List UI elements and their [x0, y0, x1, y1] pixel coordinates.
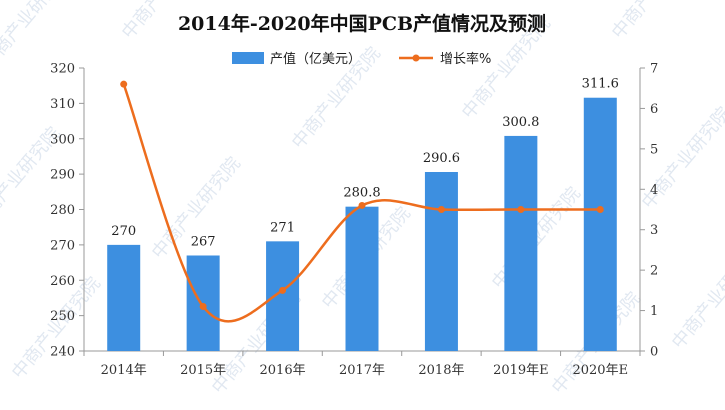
y-left-tick-label: 290	[50, 168, 75, 183]
legend-line-marker	[412, 54, 420, 62]
growth-rate-point	[437, 206, 445, 213]
bar	[266, 241, 300, 351]
bar-value-label: 271	[270, 220, 295, 235]
y-left-tick-label: 270	[50, 238, 75, 253]
y-left-tick-label: 280	[50, 203, 75, 218]
bar-value-label: 311.6	[582, 77, 619, 92]
bar-value-label: 270	[111, 224, 136, 239]
bar	[583, 97, 617, 351]
x-tick-label: 2016年	[260, 363, 306, 378]
y-left-tick-label: 300	[50, 132, 75, 147]
growth-rate-point	[120, 80, 128, 88]
bar	[107, 244, 141, 351]
y-right-tick-label: 7	[650, 62, 658, 77]
bar-value-label: 290.6	[423, 151, 460, 166]
x-tick-label: 2014年	[101, 363, 147, 378]
y-left-tick-label: 320	[50, 62, 75, 77]
watermark-text: 中商产业研究院	[668, 243, 725, 353]
x-tick-label: 2018年	[418, 363, 464, 378]
y-right-tick-label: 5	[650, 142, 658, 157]
plot-area: 240 250 260 270 280 290 300 310 320 0 1 2 3 4 5 6 7 2014年…	[50, 62, 658, 379]
growth-rate-point	[199, 303, 207, 311]
growth-rate-point	[358, 201, 366, 209]
y-left-tick-label: 310	[50, 97, 75, 112]
bar	[424, 172, 458, 351]
watermark-text: 中商产业研究院	[608, 0, 705, 43]
bar	[345, 206, 379, 351]
y-right-tick-label: 2	[650, 264, 658, 279]
chart-title: 2014年-2020年中国PCB产值情况及预测	[178, 12, 546, 35]
legend-line-label: 增长率%	[440, 51, 491, 67]
y-right-tick-label: 1	[650, 304, 658, 319]
growth-rate-point	[279, 286, 287, 294]
legend: 产值（亿美元） 增长率%	[232, 51, 491, 67]
watermark-text: 中商产业研究院	[8, 273, 105, 383]
legend-bar-swatch	[232, 52, 264, 64]
x-tick-label: 2020年E	[572, 363, 628, 378]
bar-value-label: 280.8	[343, 186, 380, 201]
x-tick-label: 2019年E	[493, 363, 549, 378]
y-right-tick-label: 3	[650, 223, 658, 238]
x-tick-label: 2017年	[339, 363, 385, 378]
legend-bar-label: 产值（亿美元）	[270, 51, 361, 67]
growth-rate-line	[122, 83, 601, 323]
growth-rate-point	[517, 206, 525, 213]
bar	[504, 135, 538, 351]
y-right-tick-label: 0	[650, 345, 658, 360]
y-right-tick-label: 6	[650, 102, 658, 117]
bar-value-label: 300.8	[502, 115, 539, 130]
x-tick-label: 2015年	[180, 363, 226, 378]
bar-value-label: 267	[191, 234, 216, 249]
y-left-tick-label: 260	[50, 274, 75, 289]
y-right-tick-label: 4	[650, 183, 658, 198]
growth-rate-point	[596, 206, 604, 213]
y-left-tick-label: 250	[50, 309, 75, 324]
y-left-tick-label: 240	[50, 345, 75, 360]
